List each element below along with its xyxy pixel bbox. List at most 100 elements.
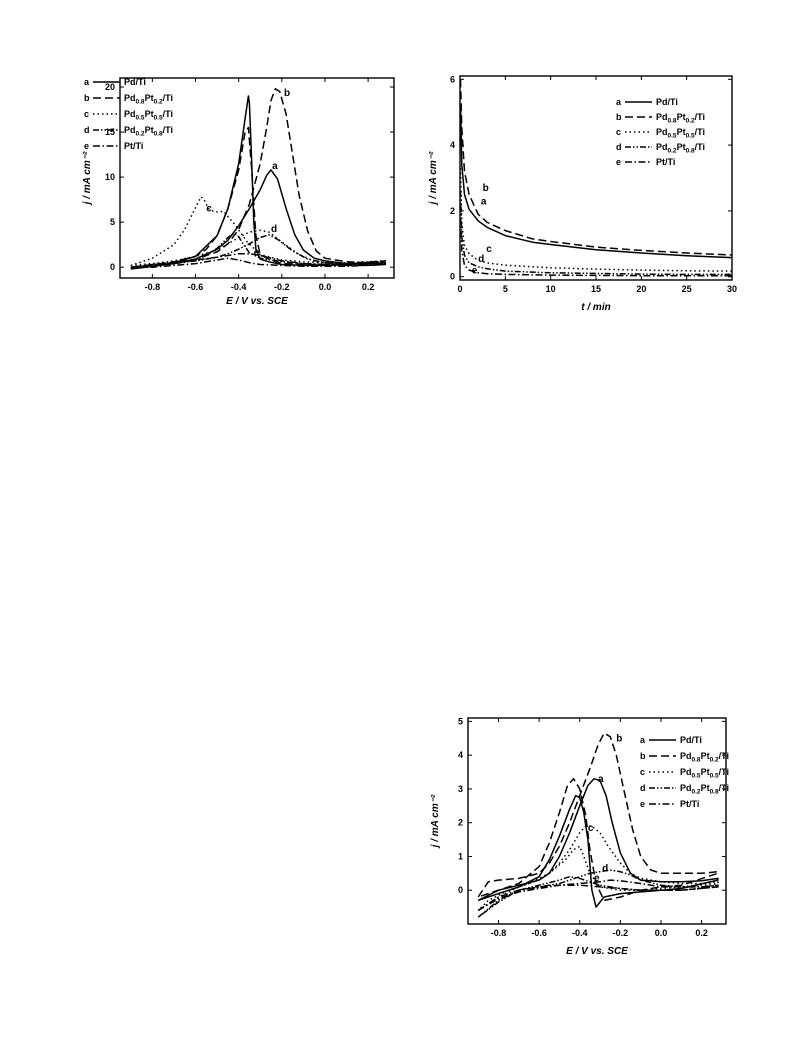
curve-label-c: c (206, 203, 212, 214)
y-tick-label: 0 (110, 262, 115, 272)
y-axis-label: j / mA cm⁻² (430, 794, 441, 849)
curve-label-d: d (602, 864, 608, 875)
plot-area (460, 79, 732, 277)
legend-key-e: e (640, 799, 645, 809)
curve-label-b: b (284, 88, 290, 99)
series-line-d (477, 869, 719, 918)
series-line-a (477, 778, 719, 908)
x-tick-label: 0.0 (655, 928, 668, 938)
legend-label-d: Pd0.2Pt0.8/Ti (124, 125, 173, 138)
legend-key-e: e (616, 157, 621, 167)
legend-label-c: Pd0.5Pt0.5/Ti (680, 767, 729, 780)
legend-label-e: Pt/Ti (656, 157, 675, 167)
series-line-e (130, 252, 387, 269)
x-tick-label: 30 (727, 284, 737, 294)
plot-frame (119, 77, 395, 279)
y-tick-label: 4 (458, 750, 463, 760)
y-axis-label: j / mA cm⁻² (428, 151, 439, 206)
curve-label-b: b (483, 183, 489, 194)
x-tick-label: -0.8 (145, 282, 161, 292)
legend-label-b: Pd0.8Pt0.2/Ti (680, 751, 729, 764)
legend-label-b: Pd0.8Pt0.2/Ti (124, 93, 173, 106)
series-line-a (460, 105, 732, 259)
legend-key-d: d (84, 125, 90, 135)
x-tick-label: 0.2 (695, 928, 708, 938)
y-tick-label: 5 (458, 716, 463, 726)
y-tick-label: 3 (458, 784, 463, 794)
legend-key-e: e (84, 141, 89, 151)
plot-area (477, 732, 719, 918)
y-tick-label: 20 (105, 82, 115, 92)
legend-key-b: b (84, 93, 90, 103)
legend-label-e: Pt/Ti (680, 799, 699, 809)
x-tick-label: -0.6 (531, 928, 547, 938)
legend-key-d: d (640, 783, 646, 793)
legend-label-e: Pt/Ti (124, 141, 143, 151)
x-tick-label: 0.2 (362, 282, 375, 292)
legend: a Pd/Ti b Pd0.8Pt0.2/Ti c Pd0.5Pt0.5/Ti d Pd0.2… (640, 735, 729, 809)
x-axis-label: t / min (581, 302, 610, 313)
x-tick-label: -0.2 (274, 282, 290, 292)
series-line-d (460, 191, 732, 276)
legend-key-a: a (640, 735, 646, 745)
x-tick-label: 15 (591, 284, 601, 294)
y-tick-label: 15 (105, 127, 115, 137)
legend-label-a: Pd/Ti (680, 735, 702, 745)
curve-label-d: d (478, 254, 484, 265)
series-line-b (460, 79, 732, 256)
legend-label-b: Pd0.8Pt0.2/Ti (656, 112, 705, 125)
curve-label-d: d (271, 224, 277, 235)
x-tick-label: -0.8 (491, 928, 507, 938)
series-line-e (460, 217, 732, 277)
series-line-d (130, 232, 387, 268)
y-axis-label: j / mA cm⁻² (82, 151, 93, 206)
plot-frame (467, 717, 727, 925)
curve-label-e: e (594, 873, 600, 884)
legend-key-a: a (84, 77, 90, 87)
legend-key-b: b (640, 751, 646, 761)
y-tick-label: 2 (458, 818, 463, 828)
curve-label-a: a (598, 774, 604, 785)
y-tick-label: 5 (110, 217, 115, 227)
x-axis-label: E / V vs. SCE (226, 296, 288, 307)
x-tick-label: -0.4 (572, 928, 588, 938)
legend-key-d: d (616, 142, 622, 152)
x-tick-label: -0.4 (231, 282, 247, 292)
curve-label-c: c (588, 823, 594, 834)
plot-area (130, 88, 387, 270)
legend-label-d: Pd0.2Pt0.8/Ti (680, 783, 729, 796)
x-tick-label: 20 (636, 284, 646, 294)
series-line-b (477, 732, 719, 902)
curve-label-b: b (616, 734, 622, 745)
curve-label-e: e (254, 247, 260, 258)
series-line-b (130, 88, 387, 268)
x-axis-label: E / V vs. SCE (566, 946, 628, 957)
x-tick-label: -0.2 (613, 928, 629, 938)
y-tick-label: 0 (450, 272, 455, 282)
x-tick-label: 10 (546, 284, 556, 294)
legend-key-c: c (616, 127, 621, 137)
legend: a Pd/Ti b Pd0.8Pt0.2/Ti c Pd0.5Pt0.5/Ti d Pd0.2… (616, 97, 705, 167)
legend-key-a: a (616, 97, 622, 107)
legend-key-c: c (640, 767, 645, 777)
legend-key-c: c (84, 109, 89, 119)
legend-label-a: Pd/Ti (124, 77, 146, 87)
curve-label-e: e (472, 265, 478, 276)
series-line-a (130, 95, 387, 270)
y-tick-label: 4 (450, 140, 455, 150)
x-tick-label: 25 (682, 284, 692, 294)
x-tick-label: -0.6 (188, 282, 204, 292)
y-tick-label: 2 (450, 206, 455, 216)
legend-label-a: Pd/Ti (656, 97, 678, 107)
curve-label-a: a (272, 161, 278, 172)
legend-key-b: b (616, 112, 622, 122)
series-line-c (477, 825, 719, 912)
x-tick-label: 0 (457, 284, 462, 294)
y-tick-label: 0 (458, 885, 463, 895)
y-tick-label: 10 (105, 172, 115, 182)
legend-label-c: Pd0.5Pt0.5/Ti (124, 109, 173, 122)
legend-label-c: Pd0.5Pt0.5/Ti (656, 127, 705, 140)
